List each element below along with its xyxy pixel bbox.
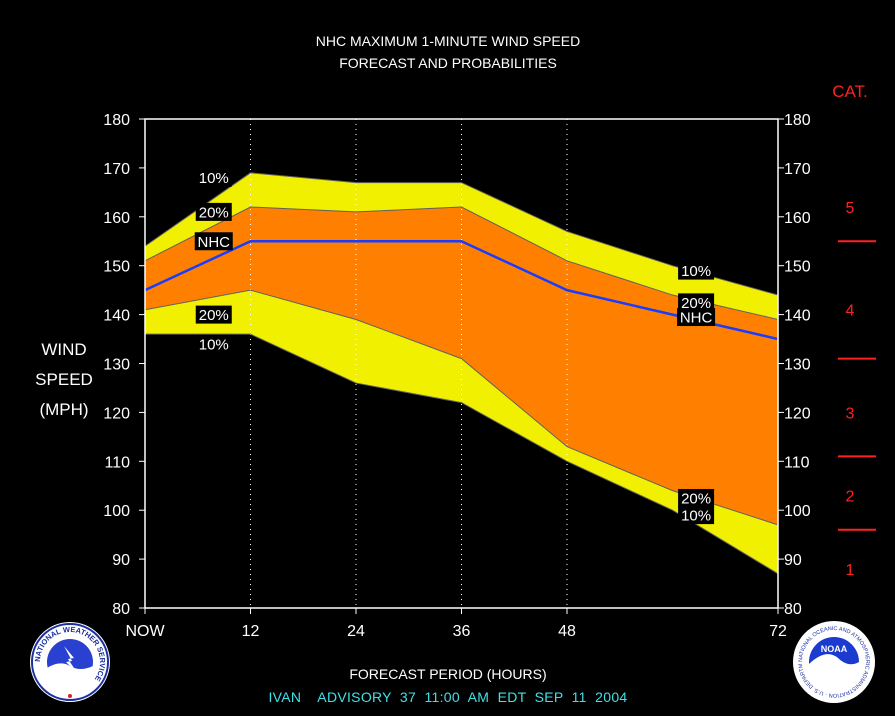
y-tick-label-left: 170 [103, 161, 130, 178]
series-lines [144, 172, 779, 575]
line-label-bg [678, 488, 715, 507]
y-axis-label-line-3: (MPH) [39, 400, 88, 419]
y-tick-label-left: 140 [103, 308, 130, 325]
y-tick-label-right: 130 [784, 357, 811, 374]
y-tick-label-right: 80 [784, 601, 802, 618]
series-line-1 [144, 206, 779, 320]
y-axis-label: WIND SPEED (MPH) [35, 340, 93, 419]
category-label: 3 [846, 405, 855, 422]
x-axis: NOW 12 24 36 48 72 [125, 608, 787, 640]
y-tick-label-right: 150 [784, 259, 811, 276]
y-tick-label-left: 90 [112, 552, 130, 569]
line-label: 10% [678, 261, 715, 280]
y-tick-label-left: 80 [112, 601, 130, 618]
x-tick-label: 48 [558, 623, 576, 640]
y-tick-label-left: 110 [104, 454, 130, 471]
category-label: 2 [846, 489, 855, 506]
y-tick-label-left: 150 [103, 259, 130, 276]
line-label: NHC [677, 308, 716, 327]
line-label-bg [678, 506, 715, 525]
y-tick-label-right: 100 [784, 503, 811, 520]
line-label-text: 10% [681, 263, 711, 280]
y-tick-label-right: 170 [784, 161, 811, 178]
line-label-text: 20% [199, 204, 229, 221]
y-axis-label-line-1: WIND [41, 340, 86, 359]
line-label-text: 20% [681, 295, 711, 312]
y-tick-label-left: 100 [103, 503, 130, 520]
y-tick-label-left: 180 [103, 112, 130, 129]
y-axis-label-line-2: SPEED [35, 370, 93, 389]
line-label: 10% [678, 506, 715, 525]
x-tick-label: 72 [769, 623, 787, 640]
line-label-text: NHC [198, 234, 231, 251]
y-tick-label-right: 160 [784, 210, 811, 227]
line-label-bg [195, 305, 232, 324]
noaa-logo: NATIONAL OCEANIC AND ATMOSPHERIC ADMINIS… [793, 621, 875, 703]
advisory-line: IVAN ADVISORY 37 11:00 AM EDT SEP 11 200… [268, 689, 627, 705]
category-label: 4 [846, 303, 855, 320]
line-label-bg [195, 168, 232, 187]
line-label-text: 10% [199, 336, 229, 353]
probability-bands [145, 172, 778, 574]
y-tick-label-right: 120 [784, 405, 811, 422]
y-tick-label-right: 90 [784, 552, 802, 569]
series-line-0 [144, 172, 779, 296]
line-label: 20% [195, 305, 232, 324]
line-label-bg [195, 202, 232, 221]
y-tick-label-right: 110 [784, 454, 810, 471]
series-line-4 [145, 333, 779, 575]
x-tick-label: 24 [347, 623, 365, 640]
x-tick-label: 12 [242, 623, 260, 640]
line-label-text: 20% [681, 490, 711, 507]
line-label-bg [194, 232, 233, 251]
line-label: 20% [678, 488, 715, 507]
line-label: 10% [195, 168, 232, 187]
line-label: 10% [195, 334, 232, 353]
chart-title: NHC MAXIMUM 1-MINUTE WIND SPEED [316, 33, 580, 49]
line-label: 20% [195, 202, 232, 221]
category-header: CAT. [832, 82, 868, 101]
line-label: NHC [194, 232, 233, 251]
line-label-text: NHC [680, 310, 713, 327]
y-axis-right: 80 90 100 110 120 130 140 150 160 170 180 [778, 112, 811, 618]
series-line-3 [144, 289, 779, 526]
lightning-icon [64, 646, 78, 674]
y-tick-label-right: 180 [784, 112, 811, 129]
category-label: 1 [846, 562, 855, 579]
x-axis-label: FORECAST PERIOD (HOURS) [349, 666, 546, 682]
y-tick-label-left: 160 [103, 210, 130, 227]
line-label-text: 10% [681, 508, 711, 525]
x-tick-label: 36 [453, 623, 471, 640]
y-tick-label-left: 120 [103, 405, 130, 422]
line-label-bg [677, 308, 716, 327]
series-line-2 [144, 240, 779, 341]
line-label-bg [678, 293, 715, 312]
nws-logo: NATIONAL WEATHER SERVICE [30, 622, 110, 702]
line-label-text: 20% [199, 307, 229, 324]
y-tick-label-right: 140 [784, 308, 811, 325]
y-tick-label-left: 130 [103, 357, 130, 374]
x-tick-label: NOW [125, 623, 165, 640]
line-label: 20% [678, 293, 715, 312]
category-label: 5 [846, 200, 855, 217]
y-axis-left: 80 90 100 110 120 130 140 150 160 170 180 [103, 112, 145, 618]
line-label-text: 10% [199, 170, 229, 187]
category-scale: 1 2 3 4 5 [838, 200, 876, 579]
noaa-logo-text: NOAA [821, 644, 848, 654]
inner-band-20pct [145, 207, 778, 525]
line-label-bg [678, 261, 715, 280]
line-label-bg [195, 334, 232, 353]
chart-subtitle: FORECAST AND PROBABILITIES [339, 55, 557, 71]
